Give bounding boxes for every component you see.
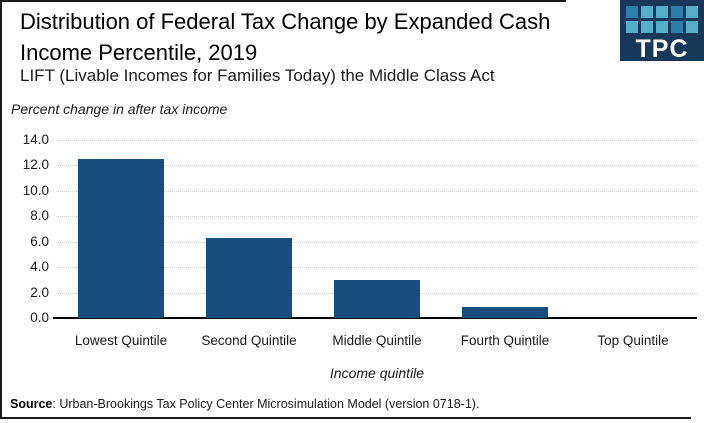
bar-slot xyxy=(57,140,185,318)
y-tick-label: 2.0 xyxy=(30,284,49,300)
bar-slot xyxy=(185,140,313,318)
y-tick-label: 6.0 xyxy=(30,233,49,249)
y-tick-label: 12.0 xyxy=(22,157,49,173)
x-tick-label: Top Quintile xyxy=(597,333,669,348)
bar-middle-quintile xyxy=(334,279,420,318)
y-tick-label: 14.0 xyxy=(22,132,49,147)
y-axis-unit-label: Percent change in after tax income xyxy=(11,101,228,117)
x-axis-line xyxy=(53,317,697,319)
logo-square xyxy=(656,21,668,33)
y-tick-label: 8.0 xyxy=(30,208,49,224)
bar-fourth-quintile xyxy=(462,306,548,318)
logo-square xyxy=(626,21,638,33)
logo-square xyxy=(656,6,668,18)
gridline-y-4 xyxy=(57,267,697,269)
logo-square xyxy=(626,6,638,18)
chart-title: Distribution of Federal Tax Change by Ex… xyxy=(20,9,551,65)
logo-square xyxy=(686,21,698,33)
source-text: : Urban-Brookings Tax Policy Center Micr… xyxy=(52,397,480,411)
logo-square xyxy=(641,6,653,18)
logo-square-row xyxy=(626,6,698,18)
bar-slot xyxy=(313,140,441,318)
card-border-top xyxy=(0,0,566,2)
logo-square xyxy=(641,21,653,33)
gridline-y-14 xyxy=(57,140,697,141)
logo-square xyxy=(671,6,683,18)
bar-lowest-quintile xyxy=(78,159,164,318)
gridline-y-10 xyxy=(57,190,697,192)
gridline-y-12 xyxy=(57,165,697,167)
bar-second-quintile xyxy=(206,237,292,318)
card-border-bottom xyxy=(0,417,691,419)
logo-square xyxy=(671,21,683,33)
logo-square-row xyxy=(626,21,698,33)
logo-square xyxy=(686,6,698,18)
y-tick-label: 4.0 xyxy=(30,259,49,275)
tpc-logo: TPC xyxy=(620,0,704,63)
bar-slot xyxy=(569,140,697,318)
gridline-y-8 xyxy=(57,216,697,218)
card-border-left xyxy=(0,0,2,419)
y-tick-label: 10.0 xyxy=(22,182,49,198)
tpc-logo-squares-grid xyxy=(626,6,698,36)
gridline-y-6 xyxy=(57,241,697,243)
chart-subtitle: LIFT (Livable Incomes for Families Today… xyxy=(20,66,495,85)
source-line: Source: Urban-Brookings Tax Policy Cente… xyxy=(10,397,479,411)
tpc-logo-text: TPC xyxy=(635,35,689,63)
plot-area: Income quintile 14.0 12.0 10.0 8.0 6.0 4.0 2.0… xyxy=(23,132,697,381)
x-tick-label: Lowest Quintile xyxy=(74,333,168,348)
x-tick-label: Second Quintile xyxy=(201,333,297,348)
x-tick-label: Fourth Quintile xyxy=(460,333,550,348)
bar-slot xyxy=(441,140,569,318)
x-tick-label: Middle Quintile xyxy=(332,333,422,348)
x-axis-title: Income quintile xyxy=(329,365,425,381)
y-tick-label: 0.0 xyxy=(30,310,49,325)
source-label: Source xyxy=(10,397,53,411)
